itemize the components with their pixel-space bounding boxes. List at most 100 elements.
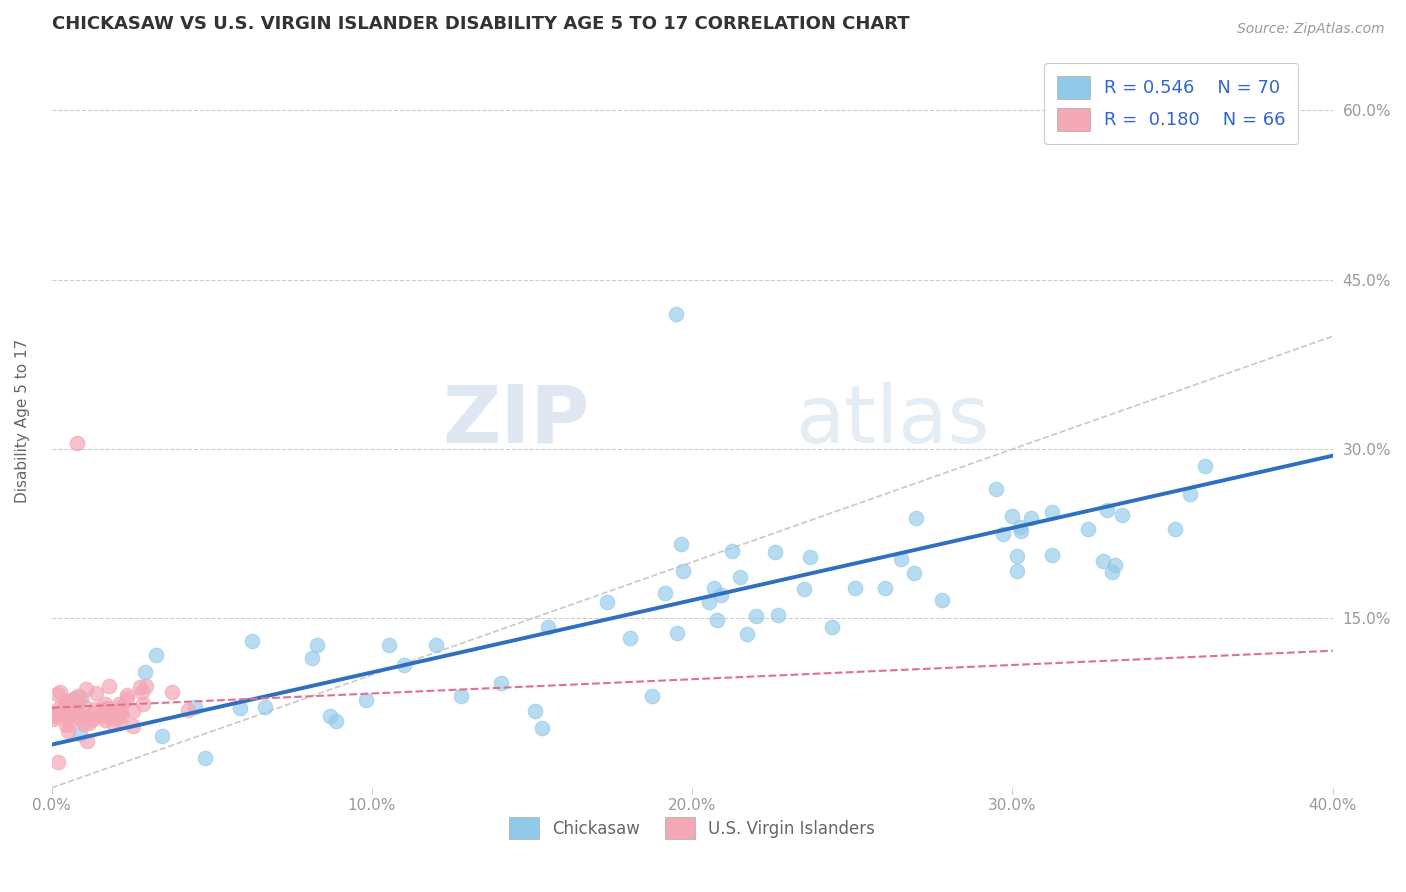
Point xyxy=(641,689,664,703)
Point xyxy=(905,510,928,524)
Point xyxy=(489,676,512,690)
Point xyxy=(1005,549,1028,563)
Point xyxy=(60,693,83,707)
Point xyxy=(108,704,131,718)
Point xyxy=(84,686,107,700)
Legend: Chickasaw, U.S. Virgin Islanders: Chickasaw, U.S. Virgin Islanders xyxy=(502,811,882,846)
Point xyxy=(46,687,69,701)
Point xyxy=(55,698,77,713)
Point xyxy=(132,698,155,712)
Point xyxy=(75,710,97,724)
Point xyxy=(94,701,117,715)
Point xyxy=(450,689,472,703)
Point xyxy=(65,699,87,714)
Point xyxy=(152,729,174,743)
Point xyxy=(65,690,87,705)
Point xyxy=(595,595,617,609)
Point xyxy=(104,707,127,722)
Point xyxy=(72,717,94,731)
Point xyxy=(70,712,93,726)
Point xyxy=(58,706,80,721)
Point xyxy=(90,709,112,723)
Point xyxy=(1001,508,1024,523)
Point xyxy=(58,696,80,710)
Point xyxy=(63,706,86,721)
Point xyxy=(229,701,252,715)
Point xyxy=(75,681,97,696)
Point xyxy=(53,695,76,709)
Point xyxy=(1194,459,1216,474)
Point xyxy=(240,633,263,648)
Point xyxy=(873,581,896,595)
Text: CHICKASAW VS U.S. VIRGIN ISLANDER DISABILITY AGE 5 TO 17 CORRELATION CHART: CHICKASAW VS U.S. VIRGIN ISLANDER DISABI… xyxy=(52,15,910,33)
Point xyxy=(135,679,157,693)
Point xyxy=(1092,554,1115,568)
Point xyxy=(129,680,152,694)
Point xyxy=(56,703,79,717)
Point xyxy=(931,593,953,607)
Point xyxy=(1021,511,1043,525)
Point xyxy=(122,719,145,733)
Point xyxy=(49,685,72,699)
Point xyxy=(1257,126,1279,140)
Point xyxy=(84,701,107,715)
Point xyxy=(117,690,139,705)
Point xyxy=(986,482,1008,496)
Point xyxy=(82,712,104,726)
Point xyxy=(66,436,89,450)
Point xyxy=(793,582,815,597)
Point xyxy=(844,582,866,596)
Point xyxy=(1104,558,1126,573)
Point xyxy=(82,707,104,722)
Point xyxy=(108,713,131,727)
Point xyxy=(666,625,689,640)
Point xyxy=(76,734,98,748)
Point xyxy=(184,700,207,714)
Point xyxy=(354,692,377,706)
Point xyxy=(56,724,79,739)
Point xyxy=(122,704,145,718)
Point xyxy=(1008,520,1031,534)
Point xyxy=(903,566,925,581)
Point xyxy=(1097,503,1119,517)
Point xyxy=(111,709,134,723)
Point xyxy=(307,638,329,652)
Point xyxy=(706,613,728,627)
Point xyxy=(697,595,720,609)
Point xyxy=(69,727,91,741)
Point xyxy=(524,704,547,718)
Point xyxy=(65,696,87,710)
Point xyxy=(49,705,72,719)
Point xyxy=(55,706,77,720)
Point xyxy=(671,537,693,551)
Point xyxy=(737,627,759,641)
Point xyxy=(55,718,77,732)
Point xyxy=(70,691,93,706)
Point xyxy=(301,651,323,665)
Text: atlas: atlas xyxy=(794,382,988,460)
Point xyxy=(46,755,69,769)
Point xyxy=(77,715,100,730)
Point xyxy=(73,699,96,714)
Point xyxy=(98,709,121,723)
Point xyxy=(1040,548,1063,562)
Point xyxy=(253,700,276,714)
Point xyxy=(703,581,725,595)
Point xyxy=(194,751,217,765)
Point xyxy=(97,702,120,716)
Point xyxy=(98,680,121,694)
Point xyxy=(94,697,117,711)
Point xyxy=(108,697,131,711)
Point xyxy=(1076,522,1098,536)
Point xyxy=(654,586,676,600)
Point xyxy=(392,657,415,672)
Text: ZIP: ZIP xyxy=(443,382,589,460)
Point xyxy=(62,697,84,711)
Point xyxy=(1005,564,1028,578)
Point xyxy=(48,701,70,715)
Point xyxy=(1101,565,1123,579)
Point xyxy=(821,620,844,634)
Point xyxy=(890,552,912,566)
Point xyxy=(162,685,184,699)
Point xyxy=(134,665,156,679)
